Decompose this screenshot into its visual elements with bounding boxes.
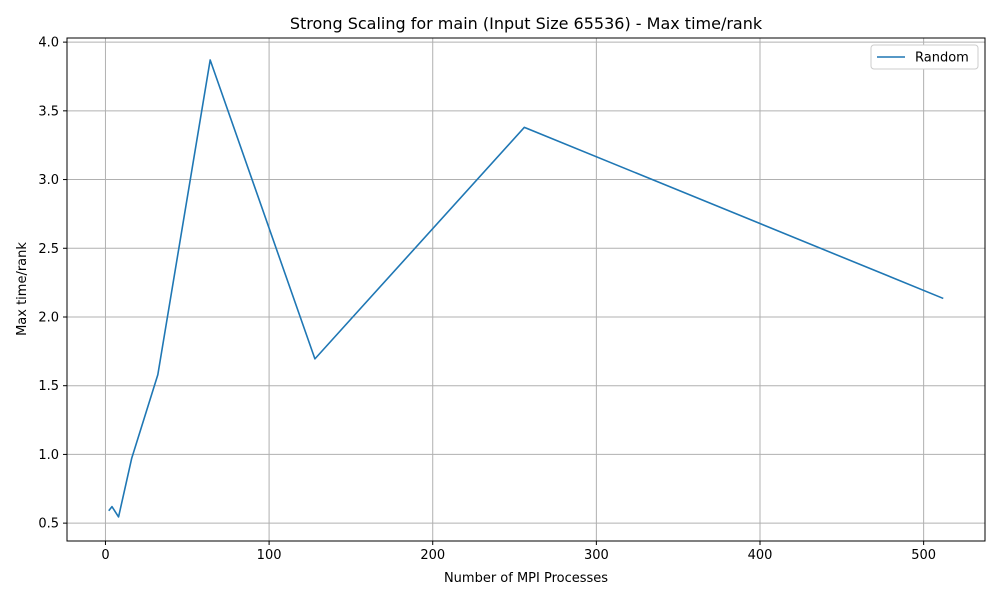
- x-tick-label: 300: [584, 548, 609, 563]
- x-tick-label: 500: [911, 548, 936, 563]
- x-tick-label: 100: [257, 548, 282, 563]
- y-tick-label: 1.0: [38, 448, 59, 463]
- chart-title: Strong Scaling for main (Input Size 6553…: [290, 14, 763, 33]
- x-tick-label: 0: [101, 548, 109, 563]
- plot-frame: [66, 37, 986, 542]
- grid: [67, 38, 985, 541]
- y-tick-label: 2.0: [38, 310, 59, 325]
- x-axis-ticks: 0 100 200 300 400 500: [101, 541, 936, 563]
- y-axis-label: Max time/rank: [15, 242, 30, 336]
- y-tick-label: 0.5: [38, 517, 59, 532]
- y-tick-label: 3.0: [38, 173, 59, 188]
- series-group: [108, 59, 944, 518]
- y-axis-ticks: 0.5 1.0 1.5 2.0 2.5 3.0 3.5 4.0: [38, 36, 67, 532]
- y-tick-label: 2.5: [38, 242, 59, 257]
- y-tick-label: 4.0: [38, 36, 59, 51]
- x-tick-label: 200: [420, 548, 445, 563]
- legend: Random: [870, 44, 979, 70]
- legend-label: Random: [915, 51, 969, 66]
- series-line-random: [108, 59, 944, 518]
- legend-box: [870, 44, 979, 70]
- y-tick-label: 3.5: [38, 104, 59, 119]
- x-axis-label: Number of MPI Processes: [444, 571, 608, 586]
- y-tick-label: 1.5: [38, 379, 59, 394]
- x-tick-label: 400: [748, 548, 773, 563]
